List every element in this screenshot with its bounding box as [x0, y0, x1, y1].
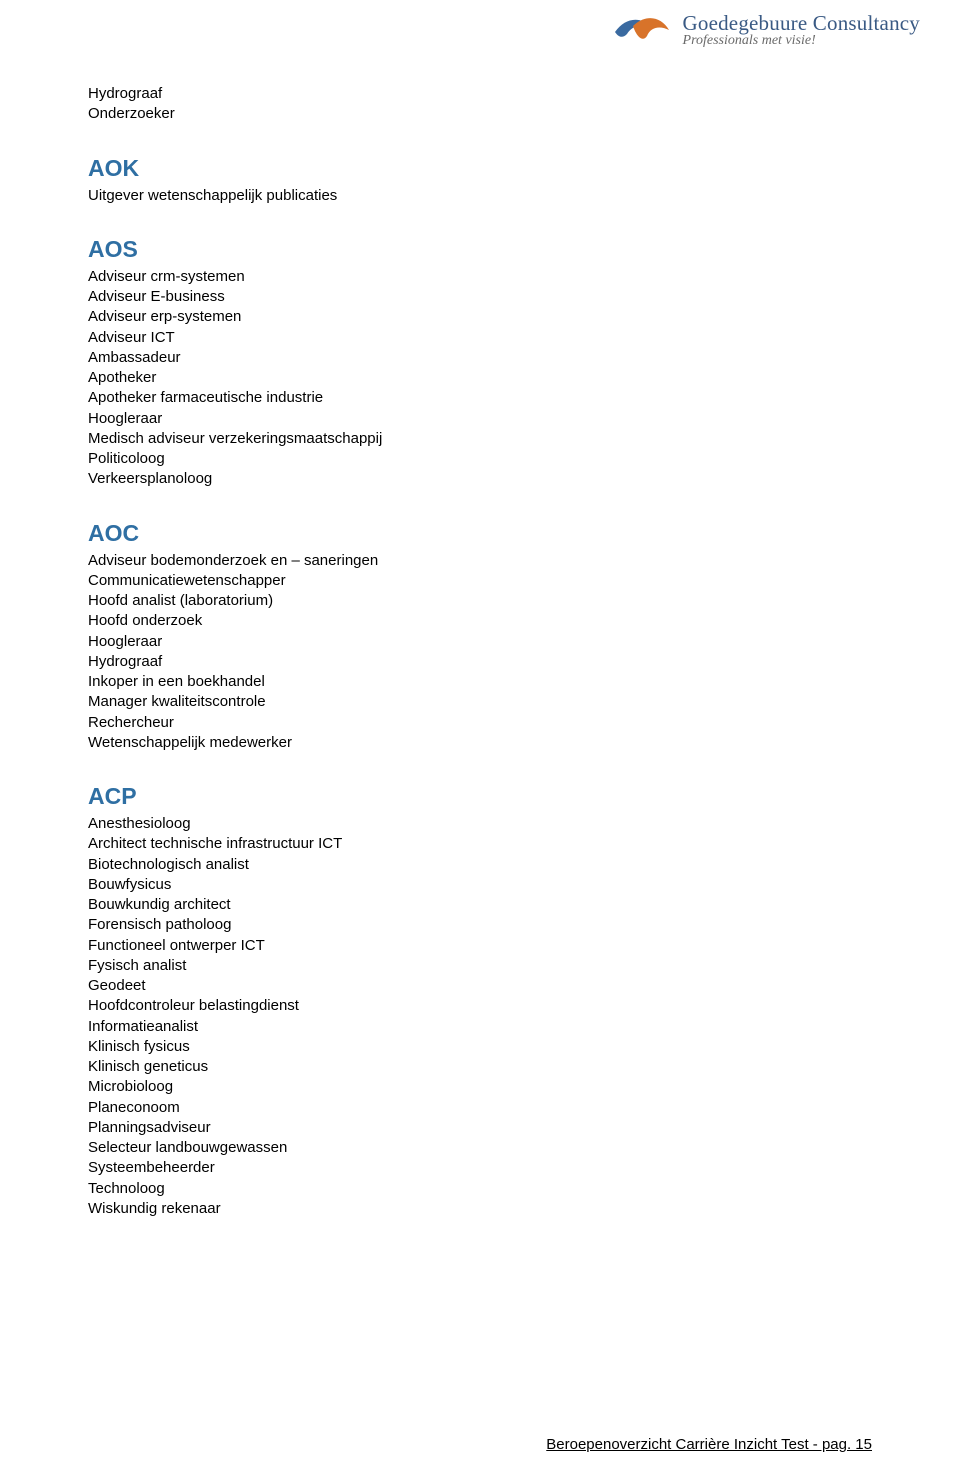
list-item: Planeconoom [88, 1098, 872, 1118]
list-item: Uitgever wetenschappelijk publicaties [88, 186, 872, 206]
logo-text: Goedegebuure Consultancy Professionals m… [683, 12, 920, 49]
list-item: Hydrograaf [88, 652, 872, 672]
list-item: Adviseur crm-systemen [88, 267, 872, 287]
list-item: Informatieanalist [88, 1017, 872, 1037]
list-item: Bouwkundig architect [88, 895, 872, 915]
list-item: Functioneel ontwerper ICT [88, 936, 872, 956]
section-acp: ACP AnesthesioloogArchitect technische in… [88, 783, 872, 1219]
section-heading: ACP [88, 783, 872, 810]
section-aoc: AOC Adviseur bodemonderzoek en – sanering… [88, 520, 872, 754]
list-item: Bouwfysicus [88, 875, 872, 895]
page: Goedegebuure Consultancy Professionals m… [0, 0, 960, 1483]
content: HydrograafOnderzoeker AOKUitgever wetens… [88, 12, 872, 1219]
list-item: Inkoper in een boekhandel [88, 672, 872, 692]
pre-items: HydrograafOnderzoeker [88, 84, 872, 125]
list-item: Adviseur bodemonderzoek en – saneringen [88, 551, 872, 571]
list-item: Manager kwaliteitscontrole [88, 692, 872, 712]
list-item: Hoofd analist (laboratorium) [88, 591, 872, 611]
list-item: Adviseur E-business [88, 287, 872, 307]
list-item: Verkeersplanoloog [88, 469, 872, 489]
list-item: Hoofd onderzoek [88, 611, 872, 631]
list-item: Hoogleraar [88, 409, 872, 429]
list-item: Onderzoeker [88, 104, 872, 124]
list-item: Geodeet [88, 976, 872, 996]
section-heading: AOK [88, 155, 872, 182]
list-item: Architect technische infrastructuur ICT [88, 834, 872, 854]
list-item: Adviseur ICT [88, 328, 872, 348]
list-item: Technoloog [88, 1179, 872, 1199]
list-item: Selecteur landbouwgewassen [88, 1138, 872, 1158]
section-heading: AOC [88, 520, 872, 547]
list-item: Anesthesioloog [88, 814, 872, 834]
list-item: Apotheker [88, 368, 872, 388]
section-aos: AOS Adviseur crm-systemenAdviseur E-busin… [88, 236, 872, 490]
list-item: Politicoloog [88, 449, 872, 469]
section-aok: AOK Uitgever wetenschappelijk publicaties [88, 155, 872, 206]
list-item: Biotechnologisch analist [88, 855, 872, 875]
list-item: Communicatiewetenschapper [88, 571, 872, 591]
list-item: Ambassadeur [88, 348, 872, 368]
section-heading: AOS [88, 236, 872, 263]
list-item: Hoofdcontroleur belastingdienst [88, 996, 872, 1016]
list-item: Wetenschappelijk medewerker [88, 733, 872, 753]
list-item: Rechercheur [88, 713, 872, 733]
sections: AOK Uitgever wetenschappelijk publicaties… [88, 155, 872, 1220]
footer-text: Beroepenoverzicht Carrière Inzicht Test … [546, 1436, 872, 1453]
logo-company: Goedegebuure Consultancy [683, 12, 920, 34]
logo-tagline: Professionals met visie! [683, 34, 920, 49]
list-item: Microbioloog [88, 1077, 872, 1097]
list-item: Planningsadviseur [88, 1118, 872, 1138]
list-item: Medisch adviseur verzekeringsmaatschappi… [88, 429, 872, 449]
list-item: Forensisch patholoog [88, 915, 872, 935]
list-item: Adviseur erp-systemen [88, 307, 872, 327]
list-item: Systeembeheerder [88, 1158, 872, 1178]
logo-mark-icon [611, 8, 673, 52]
list-item: Hoogleraar [88, 632, 872, 652]
list-item: Apotheker farmaceutische industrie [88, 388, 872, 408]
list-item: Hydrograaf [88, 84, 872, 104]
list-item: Fysisch analist [88, 956, 872, 976]
list-item: Klinisch fysicus [88, 1037, 872, 1057]
list-item: Wiskundig rekenaar [88, 1199, 872, 1219]
list-item: Klinisch geneticus [88, 1057, 872, 1077]
logo: Goedegebuure Consultancy Professionals m… [611, 8, 920, 52]
